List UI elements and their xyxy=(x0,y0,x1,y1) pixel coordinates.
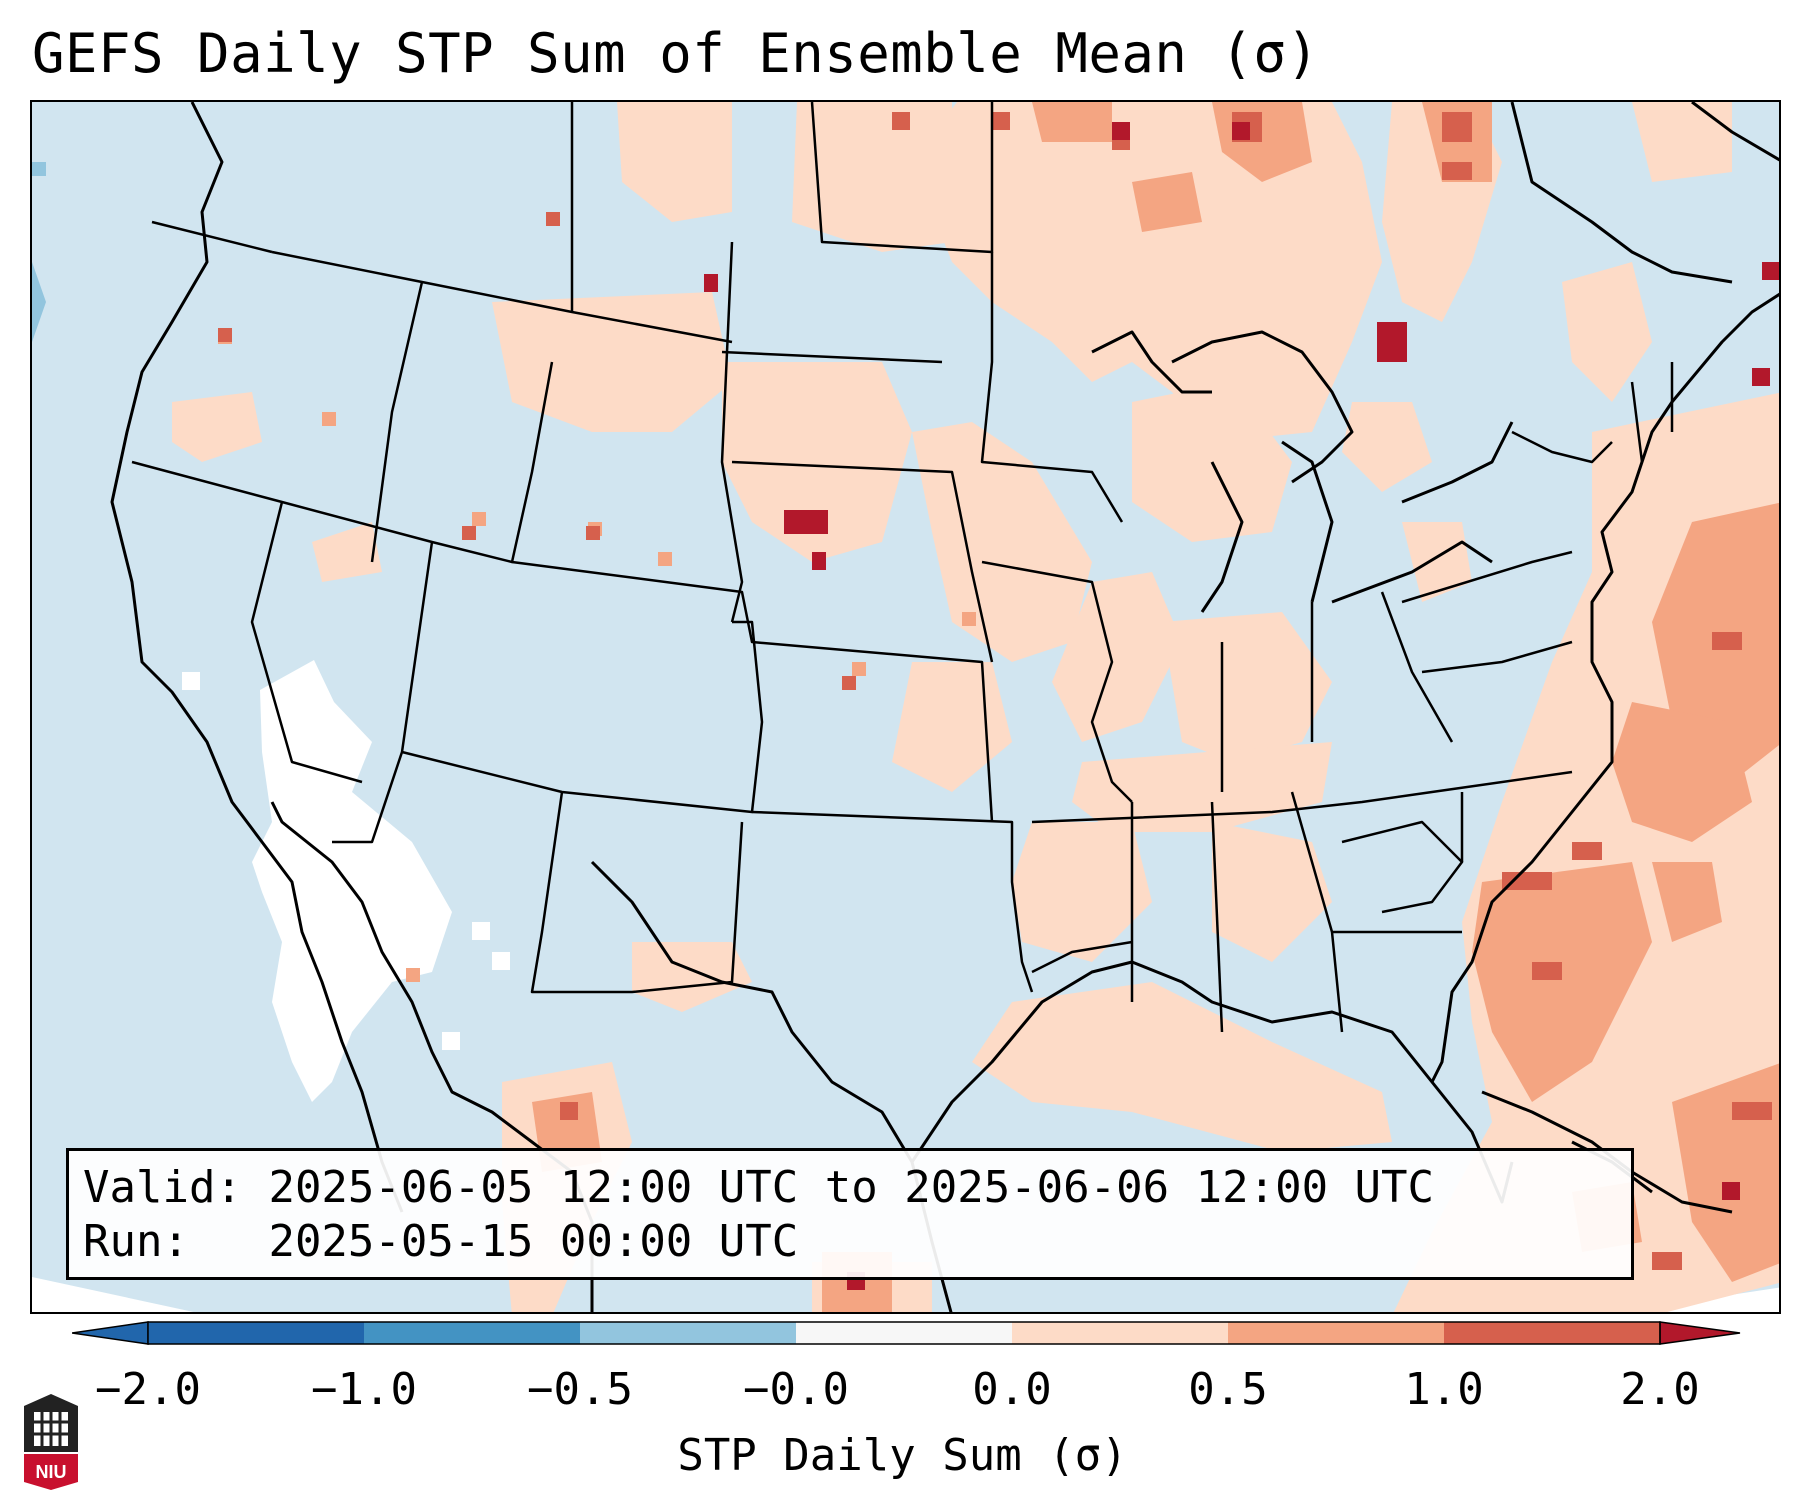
map-title: GEFS Daily STP Sum of Ensemble Mean (σ) xyxy=(32,22,1320,85)
validity-info-box: Valid: 2025-06-05 12:00 UTC to 2025-06-0… xyxy=(66,1148,1634,1280)
colorbar-extend-low xyxy=(72,1321,149,1345)
valid-label: Valid: xyxy=(83,1162,242,1213)
colorbar-tick: −2.0 xyxy=(95,1364,201,1415)
colorbar-segment xyxy=(580,1322,796,1344)
colorbar-tick: 0.0 xyxy=(972,1364,1052,1415)
colorbar-tick: 1.0 xyxy=(1404,1364,1484,1415)
state-borders xyxy=(131,102,1674,1033)
colorbar-segment xyxy=(1228,1322,1444,1344)
map-panel xyxy=(30,100,1781,1314)
run-label: Run: xyxy=(83,1216,242,1267)
valid-value: 2025-06-05 12:00 UTC to 2025-06-06 12:00… xyxy=(268,1162,1435,1213)
white-region xyxy=(182,660,510,1102)
colorbar-segment xyxy=(148,1322,364,1344)
colorbar-label: STP Daily Sum (σ) xyxy=(677,1430,1128,1481)
colorbar-segment xyxy=(796,1322,1012,1344)
colorbar-tick: −0.0 xyxy=(743,1364,849,1415)
niu-logo: NIU xyxy=(24,1394,78,1490)
colorbar-segment xyxy=(1444,1322,1660,1344)
colorbar-tick: −0.5 xyxy=(527,1364,633,1415)
colorbar-tick: 2.0 xyxy=(1620,1364,1700,1415)
colorbar-extend-high xyxy=(1659,1321,1741,1345)
scattered-red-cells xyxy=(218,212,856,690)
dark-red-areas xyxy=(704,122,1779,1290)
colorbar-segment xyxy=(1012,1322,1228,1344)
colorbar-tick: −1.0 xyxy=(311,1364,417,1415)
colorbar-tick: 0.5 xyxy=(1188,1364,1268,1415)
stp-map xyxy=(32,102,1779,1312)
logo-text: NIU xyxy=(36,1462,67,1482)
colorbar xyxy=(72,1321,1741,1345)
colorbar-segment xyxy=(364,1322,580,1344)
run-value: 2025-05-15 00:00 UTC xyxy=(268,1216,799,1267)
